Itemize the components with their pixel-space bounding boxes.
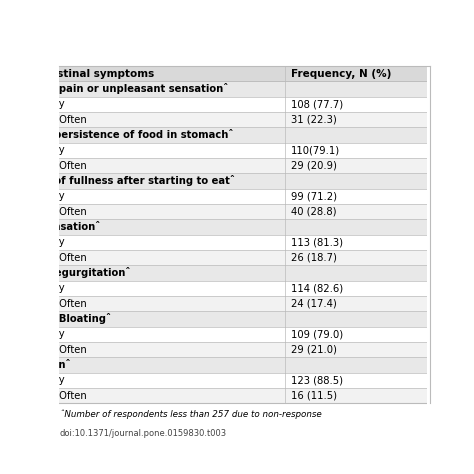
Text: 99 (71.2): 99 (71.2) (291, 191, 337, 201)
Text: 16 (11.5): 16 (11.5) (291, 391, 337, 401)
Bar (0, 388, 430, 403)
Text: Never/Rarely: Never/Rarely (0, 329, 65, 339)
Bar (0, 265, 430, 281)
Bar (0, 250, 430, 265)
Text: Gastrointestinal symptoms: Gastrointestinal symptoms (0, 69, 154, 79)
Text: 24 (17.4): 24 (17.4) (291, 299, 337, 309)
Bar (0, 128, 430, 143)
Bar (0, 112, 430, 128)
Text: Sometimes/Often: Sometimes/Often (0, 299, 87, 309)
Text: 40 (28.8): 40 (28.8) (291, 207, 336, 217)
Text: 114 (82.6): 114 (82.6) (291, 283, 343, 293)
Text: Nausea-sensationˆ: Nausea-sensationˆ (0, 222, 100, 232)
Text: Frequency, N (%): Frequency, N (%) (291, 69, 391, 79)
Text: Sometimes/Often: Sometimes/Often (0, 115, 87, 125)
Bar (0, 296, 430, 311)
Bar (0, 97, 430, 112)
Text: Abdominal Bloatingˆ: Abdominal Bloatingˆ (0, 313, 111, 324)
Text: 113 (81.3): 113 (81.3) (291, 237, 343, 247)
Text: 123 (88.5): 123 (88.5) (291, 375, 343, 385)
Text: Never/Rarely: Never/Rarely (0, 237, 65, 247)
Text: Never/Rarely: Never/Rarely (0, 283, 65, 293)
Text: 31 (22.3): 31 (22.3) (291, 115, 337, 125)
Bar (0, 235, 430, 250)
Text: 26 (18.7): 26 (18.7) (291, 253, 337, 263)
Bar (0, 82, 430, 97)
Text: doi:10.1371/journal.pone.0159830.t003: doi:10.1371/journal.pone.0159830.t003 (60, 429, 227, 438)
Bar (0, 327, 430, 342)
Bar (0, 219, 430, 235)
Text: Sometimes/Often: Sometimes/Often (0, 345, 87, 355)
Bar (0, 158, 430, 173)
Bar (0, 373, 430, 388)
Text: 109 (79.0): 109 (79.0) (291, 329, 343, 339)
Bar (0, 342, 430, 357)
Text: Never/Rarely: Never/Rarely (0, 191, 65, 201)
Bar (0, 311, 430, 327)
Bar (0, 66, 430, 82)
Text: 110(79.1): 110(79.1) (291, 146, 340, 155)
Bar (0, 281, 430, 296)
Bar (0, 143, 430, 158)
Text: Never/Rarely: Never/Rarely (0, 100, 65, 109)
Text: ˆNumber of respondents less than 257 due to non-response: ˆNumber of respondents less than 257 due… (60, 410, 322, 419)
Text: 108 (77.7): 108 (77.7) (291, 100, 343, 109)
Text: Sometimes/Often: Sometimes/Often (0, 253, 87, 263)
Bar (0, 204, 430, 219)
Text: 29 (21.0): 29 (21.0) (291, 345, 337, 355)
Bar (0, 189, 430, 204)
Bar (0, 357, 430, 373)
Text: Sometimes/Often: Sometimes/Often (0, 161, 87, 171)
Text: Never/Rarely: Never/Rarely (0, 146, 65, 155)
Text: Never/Rarely: Never/Rarely (0, 375, 65, 385)
Text: Sometimes/Often: Sometimes/Often (0, 207, 87, 217)
Text: 29 (20.9): 29 (20.9) (291, 161, 337, 171)
Text: Abdominal pain or unpleasant sensationˆ: Abdominal pain or unpleasant sensationˆ (0, 83, 228, 94)
Text: Belching/Regurgitationˆ: Belching/Regurgitationˆ (0, 267, 130, 278)
Text: Sensation of fullness after starting to eatˆ: Sensation of fullness after starting to … (0, 175, 235, 186)
Bar (0, 173, 430, 189)
Text: Sometimes/Often: Sometimes/Often (0, 391, 87, 401)
Text: Perceived persistence of food in stomachˆ: Perceived persistence of food in stomach… (0, 129, 233, 140)
Text: Constipationˆ: Constipationˆ (0, 359, 72, 370)
